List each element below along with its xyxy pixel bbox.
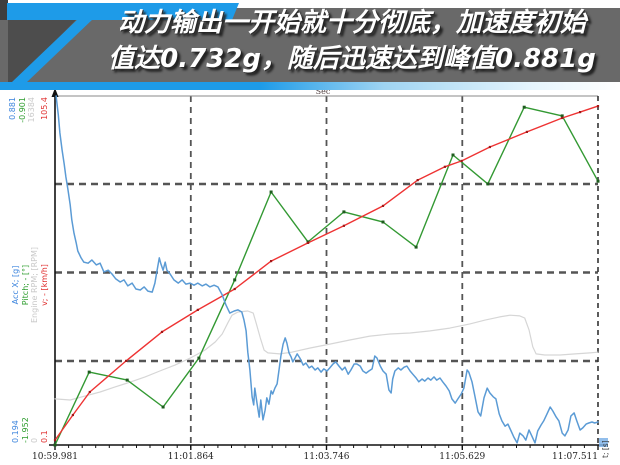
pitch-data-point [269, 190, 273, 194]
x-tick-label: 11:01.864 [168, 452, 214, 462]
v-data-point [306, 241, 310, 244]
headline-line-2: 值达0.732g，随后迅速达到峰值0.881g [108, 44, 596, 74]
channel-min-label: 0.1 [40, 430, 49, 443]
banner-bottom-gradient-strip [0, 82, 620, 90]
x-tick-label: 11:03.746 [304, 452, 350, 462]
banner-background [0, 8, 620, 82]
pitch-data-point [233, 278, 237, 282]
pitch-data-point [197, 356, 201, 360]
v-data-point [579, 111, 582, 114]
pitch-data-point [596, 179, 600, 183]
v-data-point [196, 308, 199, 311]
v-data-point [561, 116, 564, 120]
pitch-data-point [414, 245, 418, 249]
x-tick-label: 10:59.981 [32, 452, 78, 462]
channel-max-label: -0.901 [18, 97, 27, 123]
v-data-point [342, 224, 345, 227]
pitch-data-point [161, 405, 165, 409]
banner-corner-accent [0, 0, 8, 20]
pitch-data-point [125, 378, 129, 382]
x-axis-unit-label: t; [s] [601, 440, 610, 458]
v-data-point [233, 287, 236, 291]
engine-rpm-line [54, 310, 599, 401]
channel-min-label: -1.952 [21, 417, 30, 443]
pitch-data-point [522, 105, 526, 109]
v-data-point [71, 413, 74, 417]
channel-max-label: 105.4 [40, 97, 49, 120]
pitch-data-point [381, 220, 385, 224]
v-data-point [443, 165, 446, 168]
channel-name-label: Acc X; [g] [11, 266, 20, 305]
pitch-data-point [87, 370, 91, 374]
pitch-data-point [560, 114, 564, 118]
channel-min-label: 0 [30, 438, 39, 443]
banner-blue-topbar [7, 3, 239, 20]
v-data-point [416, 179, 419, 182]
pitch-data-point [53, 443, 57, 447]
headline-banner: 动力输出一开始就十分彻底，加速度初始 值达0.732g，随后迅速达到峰值0.88… [0, 0, 620, 90]
v-data-point [381, 204, 385, 207]
headline-text: 动力输出一开始就十分彻底，加速度初始 值达0.732g，随后迅速达到峰值0.88… [86, 5, 618, 77]
headline-line-1: 动力输出一开始就十分彻底，加速度初始 [117, 8, 586, 38]
pitch-data-point [486, 182, 490, 186]
channel-name-label: v; - [km/h] [40, 264, 49, 306]
acc-x-line [55, 95, 599, 444]
v-data-point [125, 359, 128, 362]
pitch-line [54, 106, 599, 446]
channel-max-label: 16384 [27, 97, 36, 122]
v-data-point [53, 439, 57, 442]
top-axis-caption: Sec [316, 87, 331, 96]
channel-name-label: Engine RPM; [RPM] [30, 247, 39, 323]
v-data-point [525, 130, 528, 133]
v-data-point [460, 159, 463, 162]
channel-max-label: 0.881 [8, 97, 17, 120]
pitch-data-point [451, 153, 455, 157]
v-data-point [596, 105, 600, 108]
v-data-point [160, 330, 164, 333]
y-axis-arrow [51, 88, 59, 97]
channel-name-label: Pitch; - [°] [21, 265, 30, 305]
v-data-point [88, 390, 91, 394]
x-tick-label: 11:07.511 [552, 452, 598, 462]
v-data-point [488, 145, 491, 149]
x-tick-label: 11:05.629 [439, 452, 485, 462]
v-data-point [270, 260, 273, 263]
pitch-data-point [342, 210, 346, 214]
unit-label-highlight [599, 438, 608, 447]
channel-min-label: 0.194 [11, 420, 20, 443]
